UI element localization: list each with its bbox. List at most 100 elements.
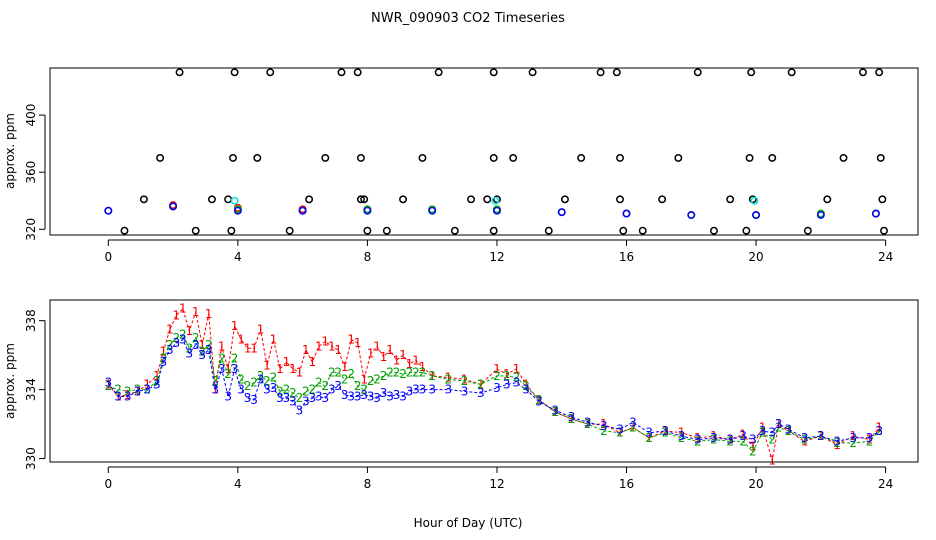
series-2-marker: 2 — [283, 383, 291, 397]
series-1-marker: 1 — [309, 355, 317, 369]
series-2-marker: 2 — [759, 426, 767, 440]
series-1-marker: 1 — [270, 333, 278, 347]
x-tick-label: 4 — [234, 250, 242, 264]
series-3-marker: 3 — [399, 390, 407, 404]
series-3-marker: 3 — [785, 422, 793, 436]
series-2-marker: 2 — [513, 371, 521, 385]
series-3-marker: 3 — [535, 395, 543, 409]
series-3-marker: 3 — [678, 429, 686, 443]
series-3-marker: 3 — [185, 346, 193, 360]
series-1-marker: 1 — [801, 434, 809, 448]
series-3-marker: 3 — [276, 391, 284, 405]
series-3-marker: 3 — [645, 426, 653, 440]
series-2-marker: 2 — [710, 433, 718, 447]
series-2-line — [108, 333, 880, 453]
series-2-marker: 2 — [198, 345, 206, 359]
flagged-point — [528, 68, 537, 77]
flagged-point — [745, 153, 754, 162]
series-1-marker: 1 — [875, 421, 883, 435]
series-1-marker: 1 — [768, 453, 776, 467]
series-2-marker: 2 — [419, 365, 427, 379]
series-3-marker: 3 — [759, 424, 767, 438]
series-3-marker: 3 — [296, 403, 304, 417]
series-2-marker: 2 — [380, 369, 388, 383]
chart-title: NWR_090903 CO2 Timeseries — [371, 11, 565, 26]
top-plot-frame — [49, 67, 919, 236]
series-2-marker: 2 — [179, 327, 187, 341]
series-1-marker: 1 — [386, 343, 394, 357]
series-2-marker: 2 — [645, 431, 653, 445]
series-2-marker: 2 — [694, 434, 702, 448]
series-3-marker: 3 — [493, 381, 501, 395]
flagged-point — [356, 153, 365, 162]
series-1-marker: 1 — [513, 362, 521, 376]
series-2-marker: 2 — [833, 436, 841, 450]
x-tick-label: 16 — [619, 477, 634, 491]
series-3-marker: 3 — [224, 390, 232, 404]
series-3-marker: 3 — [231, 362, 239, 376]
flagged-point — [619, 226, 628, 235]
series-3-marker: 3 — [205, 343, 213, 357]
series-2-marker: 2 — [185, 341, 193, 355]
series-3-marker: 3 — [629, 415, 637, 429]
series-1-marker: 1 — [341, 360, 349, 374]
x-tick-label: 8 — [364, 477, 372, 491]
series-2-marker: 2 — [354, 379, 362, 393]
series-1-marker: 1 — [694, 431, 702, 445]
y-tick-label: 330 — [24, 447, 38, 470]
flagged-point — [561, 195, 569, 204]
series-3-marker: 3 — [551, 403, 559, 417]
flagged-point — [120, 226, 129, 235]
series-3-marker: 3 — [503, 377, 511, 391]
calibration-point — [491, 196, 500, 205]
flagged-point — [353, 68, 362, 77]
flagged-point — [418, 153, 427, 162]
y-tick-label: 320 — [24, 218, 38, 241]
series-1-marker: 1 — [678, 426, 686, 440]
series-2-marker: 2 — [321, 379, 329, 393]
calibration-point — [750, 196, 759, 205]
flagged-point — [612, 68, 621, 77]
flagged-point — [693, 68, 702, 77]
series-2-marker: 2 — [551, 405, 559, 419]
y-tick-label: 400 — [24, 104, 38, 127]
series-2-marker: 2 — [192, 331, 200, 345]
flagged-point — [726, 195, 735, 204]
series-1-marker: 1 — [160, 345, 168, 359]
series-2-marker: 2 — [678, 431, 686, 445]
series-3-marker: 3 — [334, 379, 342, 393]
flagged-point — [266, 68, 275, 77]
flagged-point — [356, 195, 365, 204]
series-3-marker: 3 — [172, 336, 180, 350]
level-3-point — [104, 206, 113, 215]
series-2-marker: 2 — [347, 367, 355, 381]
series-2-marker: 2 — [166, 338, 174, 352]
flagged-point — [880, 226, 888, 235]
level-3-point — [622, 209, 631, 218]
flagged-point — [658, 195, 667, 204]
series-3-marker: 3 — [386, 390, 394, 404]
series-1-marker: 1 — [231, 319, 239, 333]
series-1-marker: 1 — [218, 340, 226, 354]
flagged-point — [596, 68, 605, 77]
series-1-marker: 1 — [551, 405, 559, 419]
series-1-marker: 1 — [315, 340, 323, 354]
flagged-point — [616, 153, 624, 162]
series-3-marker: 3 — [866, 431, 874, 445]
x-tick-label: 0 — [104, 250, 112, 264]
series-2-marker: 2 — [328, 365, 336, 379]
series-1-marker: 1 — [710, 429, 718, 443]
series-3-marker: 3 — [302, 395, 310, 409]
series-1-marker: 1 — [866, 433, 874, 447]
series-2-marker: 2 — [296, 391, 304, 405]
series-3-marker: 3 — [166, 343, 174, 357]
x-axis-label: Hour of Day (UTC) — [414, 516, 523, 530]
series-3-marker: 3 — [428, 383, 436, 397]
flagged-point — [768, 153, 777, 162]
series-1-marker: 1 — [393, 353, 401, 367]
flagged-point — [493, 195, 501, 204]
series-2-marker: 2 — [211, 374, 219, 388]
series-1-marker: 1 — [205, 307, 213, 321]
series-3-marker: 3 — [341, 388, 349, 402]
series-2-marker: 2 — [749, 445, 757, 459]
